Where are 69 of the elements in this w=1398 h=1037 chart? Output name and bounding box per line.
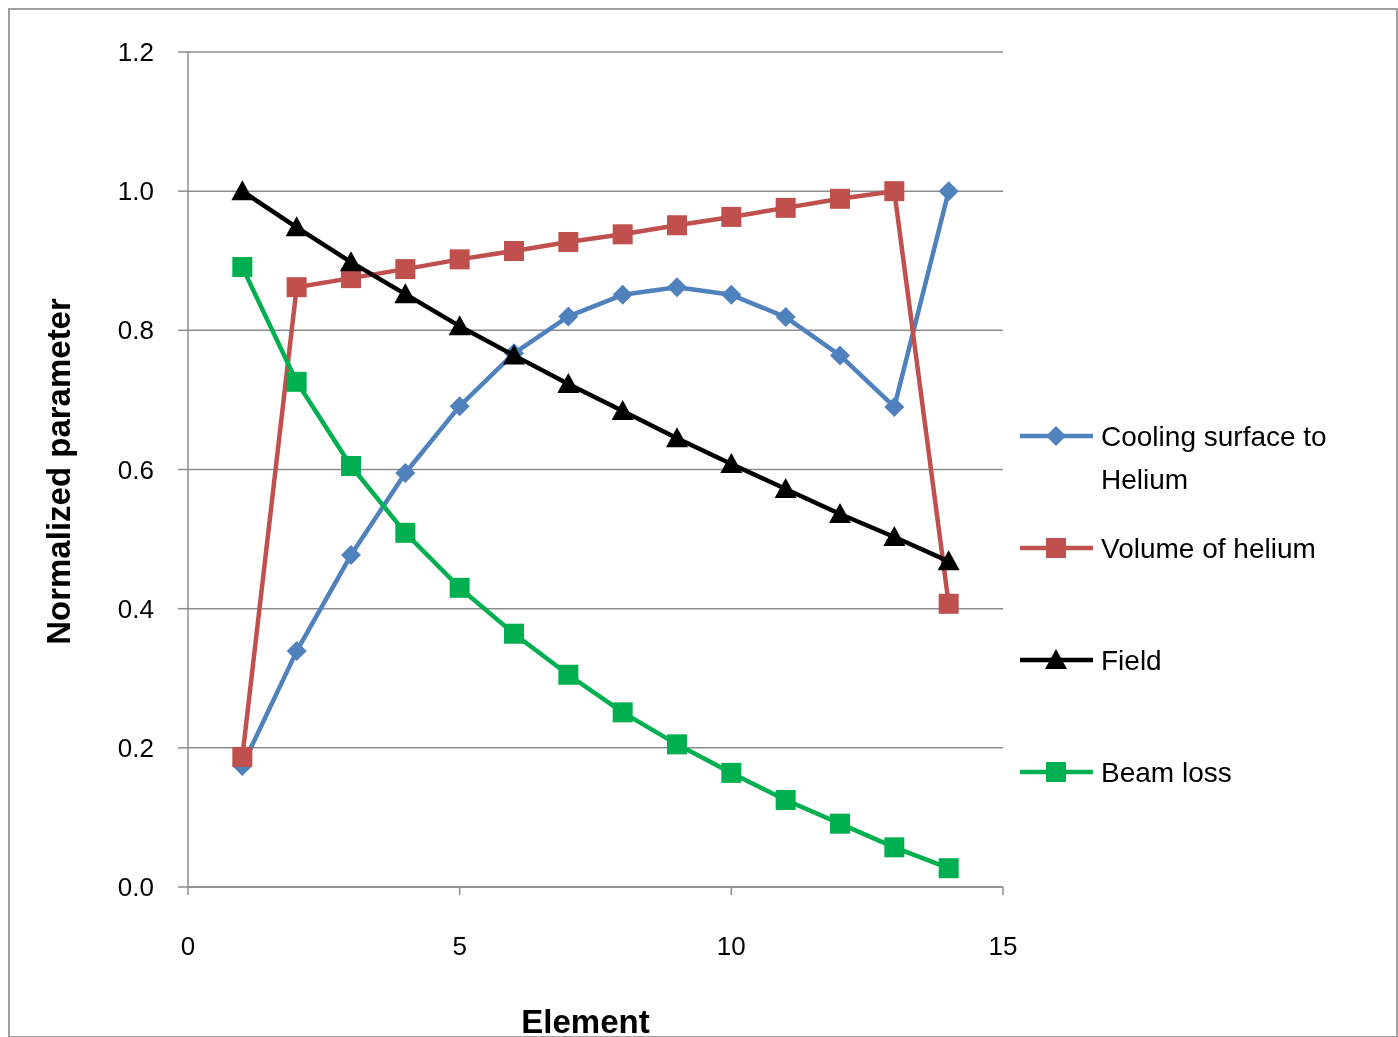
point — [286, 371, 307, 392]
point — [285, 216, 308, 237]
point — [667, 277, 687, 298]
point — [884, 837, 905, 858]
point — [612, 284, 633, 305]
legend-label: Volume of helium — [1101, 532, 1316, 564]
x-tick-label: 10 — [716, 931, 746, 961]
x-axis-title: Element — [521, 1003, 650, 1037]
y-tick-label: 1.0 — [117, 176, 154, 207]
point — [286, 277, 307, 298]
x-tick-label: 15 — [988, 931, 1018, 961]
point — [884, 396, 905, 417]
point — [775, 197, 796, 218]
point — [666, 427, 688, 448]
point — [394, 283, 417, 304]
point — [449, 577, 470, 598]
legend-label: Cooling surface to Helium — [1101, 420, 1327, 496]
point — [938, 858, 959, 879]
point — [341, 456, 361, 477]
point — [883, 526, 906, 546]
x-tick-label: 0 — [180, 931, 196, 961]
point — [884, 181, 905, 202]
point — [720, 452, 743, 473]
point — [830, 188, 850, 209]
y-tick-label: 0.0 — [117, 872, 154, 903]
point — [231, 180, 254, 201]
point — [830, 813, 850, 834]
point — [395, 522, 416, 543]
point — [721, 206, 742, 227]
point — [558, 306, 579, 327]
point — [667, 215, 687, 236]
point — [830, 345, 850, 366]
point — [612, 702, 633, 723]
point — [775, 307, 796, 328]
point — [774, 477, 797, 498]
point — [395, 462, 416, 483]
point — [557, 372, 580, 393]
point — [232, 746, 253, 767]
point — [340, 251, 362, 272]
point — [558, 231, 579, 252]
point — [721, 284, 742, 305]
point — [667, 734, 687, 755]
legend-label: Beam loss — [1101, 756, 1232, 788]
y-tick-label: 0.6 — [117, 454, 154, 485]
y-tick-label: 0.4 — [117, 593, 154, 624]
y-tick-label: 1.2 — [117, 37, 154, 68]
y-tick-label: 0.8 — [117, 315, 154, 346]
point — [395, 259, 416, 280]
point — [504, 623, 524, 644]
y-tick-label: 0.2 — [117, 732, 154, 763]
point — [612, 224, 633, 245]
point — [937, 550, 960, 571]
point — [721, 762, 742, 783]
point — [504, 241, 524, 262]
point — [449, 396, 470, 417]
point — [448, 315, 471, 336]
point — [938, 181, 959, 202]
point — [829, 503, 851, 524]
point — [938, 593, 959, 614]
legend-label: Field — [1101, 644, 1162, 676]
point — [341, 545, 361, 566]
point — [775, 790, 796, 811]
point — [558, 664, 579, 685]
x-tick-label: 5 — [452, 931, 467, 961]
y-axis-title: Normalized parameter — [40, 298, 77, 645]
point — [611, 400, 634, 421]
point — [286, 641, 307, 662]
point — [449, 249, 470, 270]
point — [232, 257, 253, 278]
